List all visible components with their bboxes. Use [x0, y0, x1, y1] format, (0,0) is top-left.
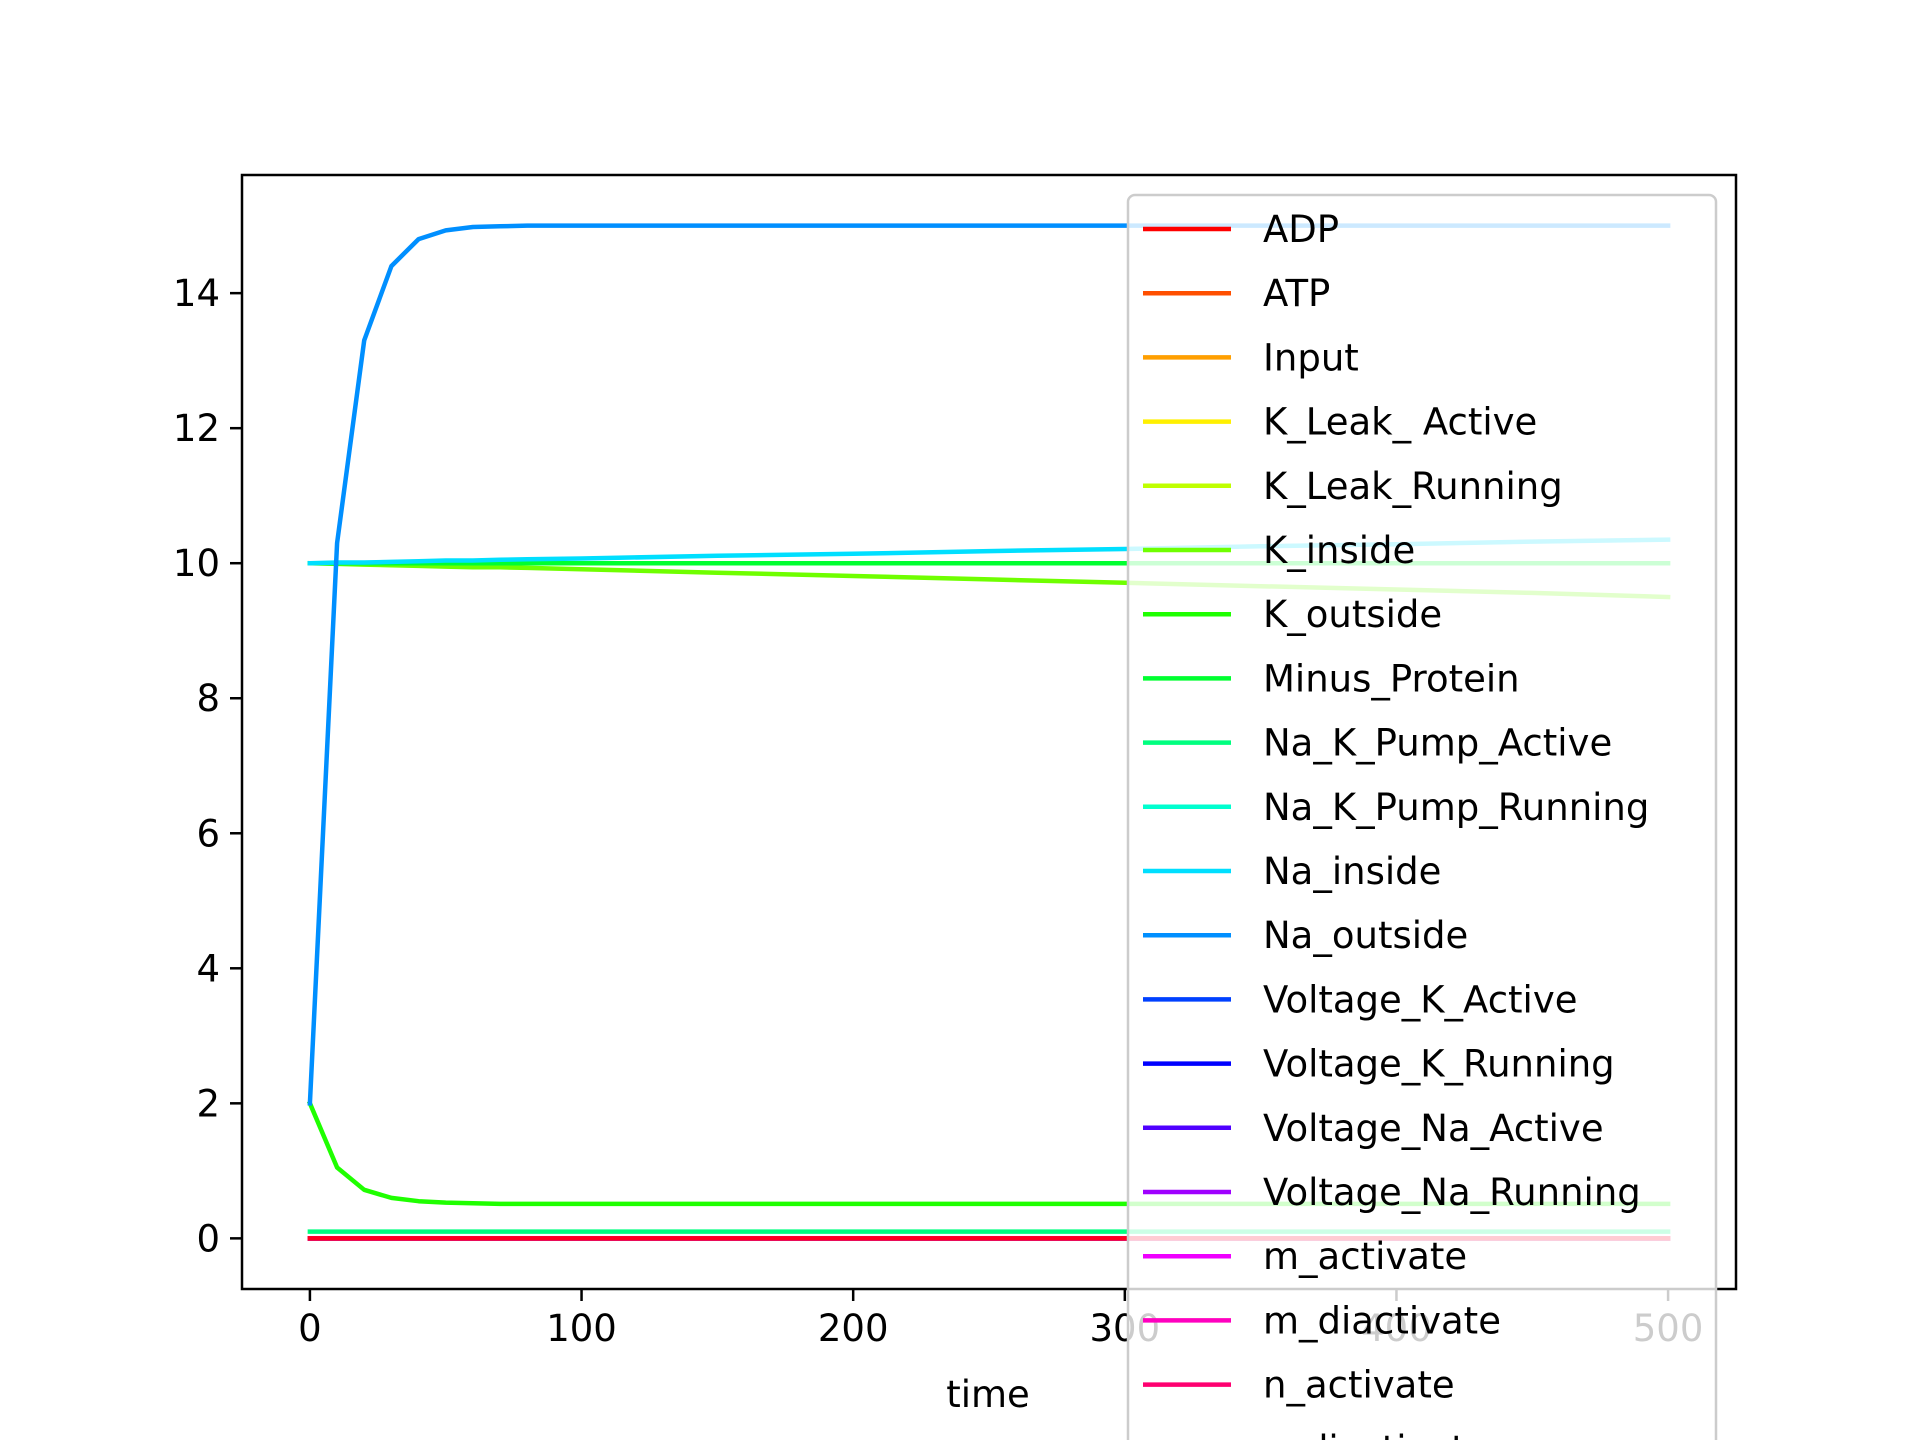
legend: ADP ATP Input K_Leak_ Active K_Leak_Running K… [1126, 193, 1718, 1440]
y-tick-label-5: 10 [173, 542, 220, 585]
y-tick-label-3: 6 [196, 812, 220, 855]
legend-label-15: Voltage_Na_Running [1263, 1171, 1641, 1214]
legend-label-1: ATP [1263, 272, 1330, 315]
legend-label-9: Na_K_Pump_Running [1263, 786, 1649, 829]
legend-label-5: K_inside [1263, 529, 1415, 572]
y-tick-label-6: 12 [173, 407, 220, 450]
legend-label-19: n_diactivate [1263, 1428, 1488, 1440]
legend-label-3: K_Leak_ Active [1263, 401, 1537, 444]
y-tick-label-4: 8 [196, 677, 220, 720]
legend-label-2: Input [1263, 336, 1359, 379]
legend-label-0: ADP [1263, 208, 1339, 251]
y-tick-label-2: 4 [196, 947, 220, 990]
x-tick-label-1: 100 [546, 1307, 617, 1350]
y-tick-label-1: 2 [196, 1082, 220, 1125]
legend-label-7: Minus_Protein [1263, 657, 1520, 700]
legend-label-10: Na_inside [1263, 850, 1441, 893]
legend-label-11: Na_outside [1263, 914, 1468, 957]
legend-label-8: Na_K_Pump_Active [1263, 722, 1612, 765]
y-tick-label-0: 0 [196, 1217, 220, 1260]
x-tick-label-0: 0 [298, 1307, 322, 1350]
legend-label-17: m_diactivate [1263, 1299, 1501, 1342]
axes-frame [240, 173, 1738, 1291]
legend-label-12: Voltage_K_Active [1263, 978, 1578, 1021]
legend-label-4: K_Leak_Running [1263, 465, 1563, 508]
x-tick-label-2: 200 [818, 1307, 889, 1350]
y-tick-label-7: 14 [173, 272, 220, 315]
legend-label-18: n_activate [1263, 1364, 1455, 1407]
legend-box [1126, 193, 1718, 1440]
legend-label-6: K_outside [1263, 593, 1442, 636]
legend-label-13: Voltage_K_Running [1263, 1043, 1615, 1086]
x-axis-label: time [946, 1373, 1030, 1416]
legend-label-16: m_activate [1263, 1235, 1467, 1278]
legend-label-14: Voltage_Na_Active [1263, 1107, 1604, 1150]
